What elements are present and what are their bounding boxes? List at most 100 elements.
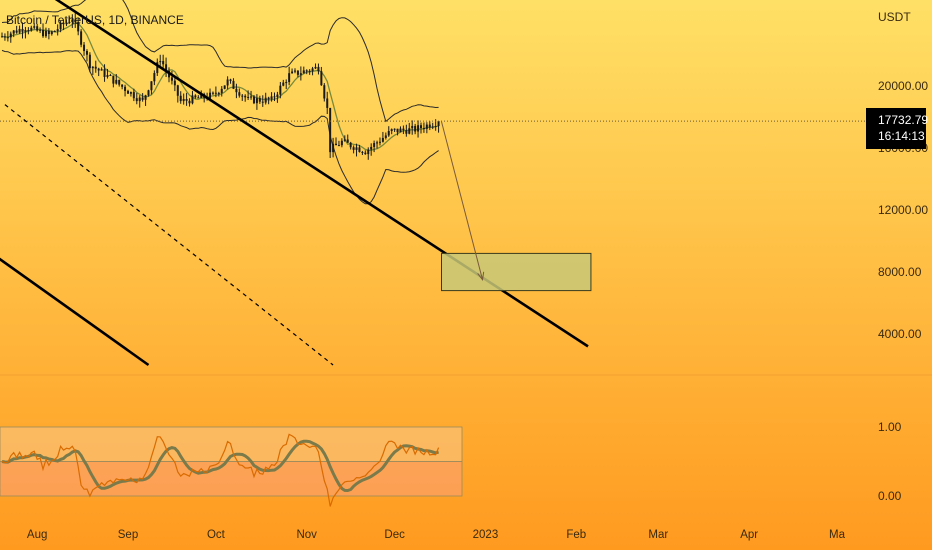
candle-body xyxy=(381,137,384,142)
candle-body xyxy=(320,71,323,86)
candle xyxy=(147,89,150,97)
candle-body xyxy=(305,70,308,72)
candle xyxy=(44,27,47,38)
candle-body xyxy=(323,85,326,99)
candle-body xyxy=(399,128,402,133)
candle-body xyxy=(211,92,214,94)
candle-body xyxy=(349,142,352,148)
candle xyxy=(135,92,138,105)
candle-body xyxy=(68,21,71,23)
candle xyxy=(220,86,223,97)
candle-body xyxy=(419,125,422,129)
candle-body xyxy=(30,27,33,31)
candle-body xyxy=(261,101,264,103)
candle xyxy=(305,69,308,75)
candle-body xyxy=(308,70,311,72)
time-tick-label: Apr xyxy=(740,529,758,541)
candle-body xyxy=(39,29,42,31)
candle xyxy=(376,140,379,149)
candle xyxy=(370,143,373,156)
time-tick-label: Mar xyxy=(648,529,668,541)
candle-body xyxy=(135,98,138,102)
candle xyxy=(323,83,326,102)
time-tick-label: Sep xyxy=(118,529,138,541)
candle-body xyxy=(264,97,267,103)
candle xyxy=(411,120,414,135)
candle-body xyxy=(422,128,425,130)
candle-body xyxy=(294,70,296,72)
candle xyxy=(185,92,188,106)
candle xyxy=(367,147,370,160)
candle xyxy=(373,140,376,153)
oscillator-fast-line xyxy=(1,433,440,507)
candle-body xyxy=(214,92,217,94)
candle xyxy=(91,66,94,76)
candle xyxy=(47,28,50,40)
candle-body xyxy=(408,128,411,134)
candle-body xyxy=(188,100,191,104)
candle xyxy=(387,126,390,137)
candle-body xyxy=(255,98,258,104)
price-tick-label: 8000.00 xyxy=(878,265,922,279)
candle xyxy=(71,14,74,28)
candle xyxy=(223,85,226,90)
candle-body xyxy=(12,30,15,34)
candle-body xyxy=(267,97,270,100)
candle-body xyxy=(121,84,124,87)
candle xyxy=(132,88,135,102)
candle xyxy=(329,107,332,158)
candle xyxy=(65,19,68,27)
candle-body xyxy=(147,90,150,96)
candle-body xyxy=(217,92,220,94)
candle-body xyxy=(71,19,74,22)
last-price-text: 17732.79 xyxy=(878,113,928,127)
candle xyxy=(170,70,173,85)
candle xyxy=(296,70,299,78)
candle-body xyxy=(129,92,132,94)
candle-body xyxy=(346,139,349,143)
candle-body xyxy=(437,121,440,127)
candle-body xyxy=(91,66,94,69)
candle-body xyxy=(83,44,86,52)
candle xyxy=(150,81,153,95)
candle-body xyxy=(118,79,121,85)
chart-title: Bitcoin / TetherUS, 1D, BINANCE xyxy=(6,13,184,27)
main-price-pane[interactable] xyxy=(0,0,866,367)
candle-body xyxy=(235,88,238,93)
candle xyxy=(311,66,314,76)
candle-body xyxy=(232,80,235,89)
oscillator-pane[interactable] xyxy=(0,426,463,507)
candle xyxy=(74,13,77,28)
candle xyxy=(211,91,214,96)
candle-body xyxy=(24,30,27,32)
candle xyxy=(425,122,428,134)
candle xyxy=(194,94,197,99)
candle xyxy=(83,41,86,56)
candle xyxy=(349,141,352,150)
candle xyxy=(214,86,217,98)
trendline-2 xyxy=(4,104,334,366)
candle-body xyxy=(364,152,367,155)
candle-body xyxy=(1,36,3,38)
candle-body xyxy=(182,98,185,102)
candle-body xyxy=(138,97,141,102)
candle xyxy=(294,68,296,74)
time-tick-label: Ma xyxy=(829,529,846,541)
candle xyxy=(42,23,45,38)
candle-body xyxy=(414,125,417,132)
candle-body xyxy=(21,28,24,32)
candle xyxy=(106,68,109,79)
candle xyxy=(156,58,159,76)
candle xyxy=(188,98,191,107)
time-axis[interactable]: Aug Sep Oct Nov Dec 2023 Feb Mar Apr Ma xyxy=(27,529,846,541)
lower-band-line xyxy=(1,49,439,205)
oscillator-axis[interactable]: 1.00 0.00 xyxy=(878,420,902,503)
candle xyxy=(144,94,147,106)
candle-body xyxy=(229,79,232,81)
candle xyxy=(355,143,358,157)
candle-body xyxy=(288,73,291,83)
candle-body xyxy=(317,66,320,72)
candle-body xyxy=(18,28,21,33)
